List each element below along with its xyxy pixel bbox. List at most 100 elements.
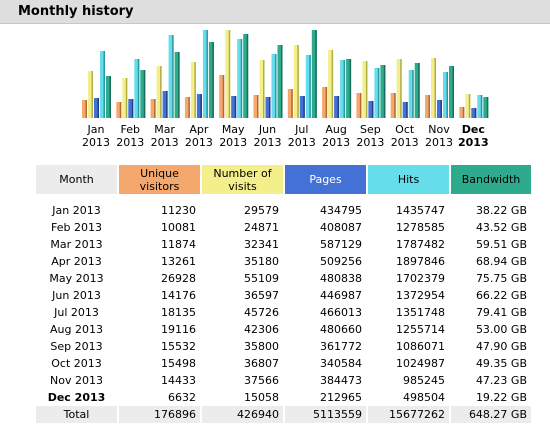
- column-header-visits: Number of visits: [202, 165, 283, 194]
- bar-pages-5: [265, 97, 271, 118]
- bar-shade-bandwidth-7: [349, 59, 352, 118]
- column-header-month: Month: [36, 165, 117, 194]
- bar-hits-1: [134, 59, 140, 118]
- table-row: Dec 2013 6632 15058 212965 498504 19.22 GB: [36, 389, 531, 406]
- bar-shade-hits-5: [275, 54, 277, 118]
- bar-pages-8: [368, 101, 374, 118]
- bar-shade-visits-3: [194, 62, 196, 118]
- cell-visits: 42306: [244, 323, 279, 336]
- bar-visits-1: [122, 78, 128, 118]
- month-label-name: Mar: [154, 123, 175, 136]
- cell-bandwidth: 68.94 GB: [475, 255, 527, 268]
- cell-month: Nov 2013: [50, 374, 103, 387]
- cell-bandwidth: 59.51 GB: [475, 238, 527, 251]
- cell-pages: 509256: [320, 255, 362, 268]
- bar-bandwidth-3: [208, 42, 214, 118]
- monthly-stats-table: Month Unique visitors Number of visits P…: [34, 165, 533, 423]
- cell-pages: 466013: [320, 306, 362, 319]
- cell-visits: 32341: [244, 238, 279, 251]
- bar-shade-visits-10: [434, 58, 436, 118]
- month-label-year: 2013: [184, 136, 213, 149]
- cell-bandwidth: 66.22 GB: [475, 289, 527, 302]
- month-label-name: May: [221, 123, 245, 136]
- bar-pages-9: [402, 102, 408, 118]
- cell-month: Jun 2013: [52, 289, 101, 302]
- bar-bandwidth-4: [243, 34, 249, 118]
- cell-bandwidth: 648.27 GB: [451, 406, 531, 423]
- bar-visits-9: [396, 59, 402, 118]
- bar-hits-6: [305, 55, 311, 118]
- bar-visits-7: [328, 50, 334, 118]
- bar-shade-hits-6: [309, 55, 311, 118]
- cell-month: Mar 2013: [50, 238, 103, 251]
- bar-bandwidth-1: [140, 70, 146, 118]
- bar-shade-unique-9: [394, 93, 396, 118]
- cell-month: Apr 2013: [51, 255, 102, 268]
- month-label-name: Jun: [258, 123, 277, 136]
- bar-hits-9: [408, 70, 414, 118]
- cell-unique: 10081: [161, 221, 196, 234]
- cell-hits: 1372954: [396, 289, 445, 302]
- month-label-0: Jan 2013: [76, 123, 116, 149]
- cell-visits: 29579: [244, 204, 279, 217]
- cell-pages: 587129: [320, 238, 362, 251]
- month-label-year: 2013: [82, 136, 110, 149]
- bar-shade-unique-0: [85, 100, 87, 118]
- column-header-bandwidth: Bandwidth: [451, 165, 531, 194]
- month-label-year: 2013: [425, 136, 453, 149]
- month-label-6: Jul 2013: [282, 123, 322, 149]
- bar-bandwidth-2: [174, 52, 180, 118]
- bar-hits-4: [237, 39, 243, 118]
- bar-bandwidth-11: [483, 97, 489, 118]
- cell-visits: 45726: [244, 306, 279, 319]
- cell-month: Jan 2013: [52, 204, 101, 217]
- cell-bandwidth: 47.23 GB: [475, 374, 527, 387]
- bar-shade-bandwidth-0: [109, 76, 111, 118]
- cell-unique: 15532: [161, 340, 196, 353]
- cell-unique: 15498: [161, 357, 196, 370]
- bar-hits-8: [374, 68, 380, 118]
- monthly-bar-chart: [82, 30, 489, 118]
- bar-shade-bandwidth-2: [178, 52, 180, 118]
- table-row: Jul 2013 18135 45726 466013 1351748 79.41 GB: [36, 304, 531, 321]
- bar-visits-11: [465, 94, 471, 118]
- bar-visits-2: [156, 66, 162, 118]
- cell-hits: 1897846: [396, 255, 445, 268]
- bar-shade-bandwidth-11: [486, 97, 489, 118]
- bar-shade-visits-7: [331, 50, 334, 118]
- bar-unique-1: [116, 102, 122, 118]
- cell-visits: 35800: [244, 340, 279, 353]
- cell-month: Aug 2013: [50, 323, 103, 336]
- bar-shade-visits-1: [125, 78, 128, 118]
- cell-pages: 212965: [320, 391, 362, 404]
- bar-shade-unique-3: [188, 97, 190, 118]
- bar-bandwidth-0: [106, 76, 111, 118]
- month-label-name: Nov: [428, 123, 450, 136]
- bar-unique-8: [356, 93, 362, 118]
- bar-shade-unique-6: [291, 89, 293, 118]
- bar-shade-pages-8: [371, 101, 374, 118]
- bar-shade-visits-8: [365, 61, 368, 118]
- bar-pages-11: [471, 108, 477, 118]
- cell-month: Sep 2013: [50, 340, 103, 353]
- bar-shade-pages-9: [406, 102, 408, 118]
- bar-shade-pages-5: [269, 97, 271, 118]
- bar-shade-pages-2: [166, 91, 168, 118]
- section-title: Monthly history: [18, 4, 134, 19]
- cell-hits: 15677262: [368, 406, 449, 423]
- month-label-year: 2013: [457, 136, 489, 149]
- bar-shade-hits-1: [137, 59, 140, 118]
- month-label-2: Mar 2013: [145, 123, 185, 149]
- cell-bandwidth: 53.00 GB: [475, 323, 527, 336]
- bar-shade-bandwidth-3: [212, 42, 214, 118]
- bar-shade-unique-10: [428, 95, 430, 118]
- bar-bandwidth-5: [277, 45, 283, 118]
- bar-shade-pages-4: [234, 96, 237, 118]
- month-label-name: Jan: [87, 123, 105, 136]
- bar-shade-hits-8: [377, 68, 380, 118]
- bar-shade-hits-7: [343, 60, 346, 118]
- bar-unique-10: [425, 95, 430, 118]
- month-label-4: May 2013: [213, 123, 253, 149]
- month-label-year: 2013: [287, 136, 316, 149]
- bar-visits-5: [259, 60, 265, 118]
